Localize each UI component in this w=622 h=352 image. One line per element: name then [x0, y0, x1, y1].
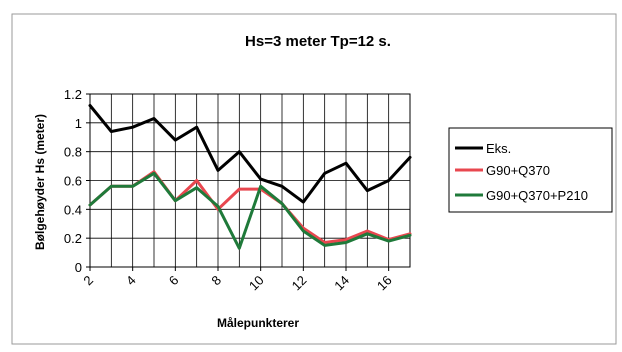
- y-tick-label: 1: [75, 116, 82, 131]
- series-line-1: [88, 104, 412, 204]
- legend: Eks. G90+Q370 G90+Q370+P210: [448, 127, 613, 213]
- y-axis: 0 0.2 0.4 0.6 0.8 1 1.2: [64, 87, 90, 275]
- legend-label-1: Eks.: [486, 141, 511, 156]
- y-tick-label: 0.2: [64, 231, 82, 246]
- legend-label-2: G90+Q370: [486, 163, 550, 178]
- series-lines: [88, 104, 412, 250]
- y-tick-label: 0.4: [64, 202, 82, 217]
- series-line-3: [88, 171, 412, 250]
- chart-title: Hs=3 meter Tp=12 s.: [245, 33, 391, 50]
- legend-label-3: G90+Q370+P210: [486, 188, 588, 203]
- x-axis-label: Målepunkterer: [217, 316, 299, 330]
- y-tick-label: 0: [75, 260, 82, 275]
- y-tick-label: 1.2: [64, 87, 82, 102]
- y-axis-label: Bølgehøyder Hs (meter): [33, 114, 47, 250]
- y-tick-label: 0.8: [64, 145, 82, 160]
- y-tick-label: 0.6: [64, 174, 82, 189]
